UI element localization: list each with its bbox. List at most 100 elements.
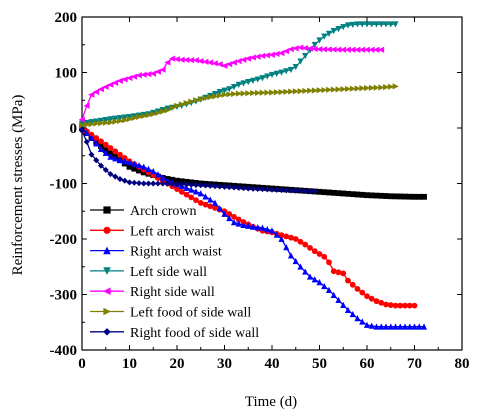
data-point <box>316 37 323 44</box>
data-point <box>335 26 342 33</box>
data-point <box>325 286 333 293</box>
data-point <box>97 145 105 152</box>
data-point <box>188 181 195 188</box>
data-point <box>112 148 119 155</box>
data-point <box>397 302 404 309</box>
data-point <box>311 87 319 94</box>
data-point <box>316 87 323 94</box>
data-point <box>292 64 299 71</box>
data-point <box>88 151 95 158</box>
data-point <box>330 189 337 196</box>
data-point <box>311 41 318 49</box>
data-point <box>354 286 361 292</box>
data-point <box>244 55 252 62</box>
data-point <box>278 235 285 242</box>
data-point <box>359 85 366 92</box>
series-6 <box>79 83 399 129</box>
data-point <box>321 33 328 40</box>
data-point <box>250 89 257 97</box>
data-point <box>349 281 356 288</box>
data-point <box>202 94 209 102</box>
data-point <box>178 188 185 195</box>
data-point <box>373 192 380 199</box>
data-point <box>325 30 333 37</box>
legend-entry: Right side wall <box>90 285 215 300</box>
data-point <box>235 184 242 191</box>
data-point <box>378 84 385 91</box>
data-point <box>149 70 157 77</box>
data-point <box>93 157 100 164</box>
data-point <box>183 184 190 191</box>
data-point <box>421 193 427 200</box>
data-point <box>88 121 95 128</box>
x-tick-label: 40 <box>265 356 280 372</box>
data-point <box>368 192 375 199</box>
data-point <box>211 60 218 67</box>
data-point <box>287 187 295 194</box>
data-point <box>117 117 124 125</box>
data-point <box>140 112 148 120</box>
legend-label: Right arch waist <box>130 245 222 260</box>
data-point <box>164 59 171 66</box>
data-point <box>169 104 176 112</box>
data-point <box>392 323 399 330</box>
data-point <box>102 166 109 173</box>
legend-label: Left side wall <box>130 265 207 280</box>
legend-entry: Left side wall <box>90 265 207 280</box>
data-point <box>273 89 281 96</box>
data-point <box>207 94 214 101</box>
data-point <box>344 306 352 313</box>
data-point <box>231 213 237 220</box>
data-point <box>88 91 95 98</box>
data-point <box>154 171 162 178</box>
data-point <box>221 210 228 217</box>
series-lines <box>78 21 428 330</box>
data-point <box>202 201 209 208</box>
data-point <box>349 310 356 318</box>
data-point <box>131 179 138 186</box>
data-point <box>117 151 123 158</box>
x-tick-label: 20 <box>170 356 185 372</box>
data-point <box>411 302 418 309</box>
legend-label: Arch crown <box>130 204 196 219</box>
data-point <box>107 171 114 178</box>
data-point <box>326 259 332 266</box>
data-point <box>373 323 380 330</box>
data-point <box>392 83 399 90</box>
x-axis-title: Time (d) <box>245 394 297 410</box>
data-point <box>306 188 314 195</box>
data-point <box>402 193 408 200</box>
data-point <box>406 302 413 309</box>
data-point <box>145 165 152 172</box>
data-point <box>230 219 238 226</box>
data-point <box>230 84 238 91</box>
data-point <box>83 138 90 145</box>
data-point <box>330 291 337 298</box>
legend-marker <box>103 206 111 214</box>
data-point <box>116 77 123 84</box>
data-point <box>79 122 86 129</box>
data-point <box>207 182 214 189</box>
x-tick-label: 0 <box>78 356 86 372</box>
data-point <box>226 184 233 191</box>
data-point <box>416 323 423 330</box>
data-point <box>344 22 352 29</box>
data-point <box>406 323 413 330</box>
data-point <box>192 188 200 195</box>
data-point <box>363 321 371 328</box>
data-point <box>349 21 356 29</box>
data-point <box>230 184 238 191</box>
data-point <box>335 296 342 303</box>
data-point <box>183 191 190 198</box>
legend-marker <box>103 267 111 275</box>
data-point <box>387 323 394 330</box>
data-point <box>93 120 100 127</box>
data-point <box>102 119 110 126</box>
data-point <box>345 277 351 284</box>
data-point <box>359 21 366 28</box>
data-point <box>140 180 147 187</box>
data-point <box>321 282 328 290</box>
data-point <box>321 189 328 196</box>
data-point <box>207 203 214 210</box>
y-tick-label: -100 <box>50 177 78 193</box>
